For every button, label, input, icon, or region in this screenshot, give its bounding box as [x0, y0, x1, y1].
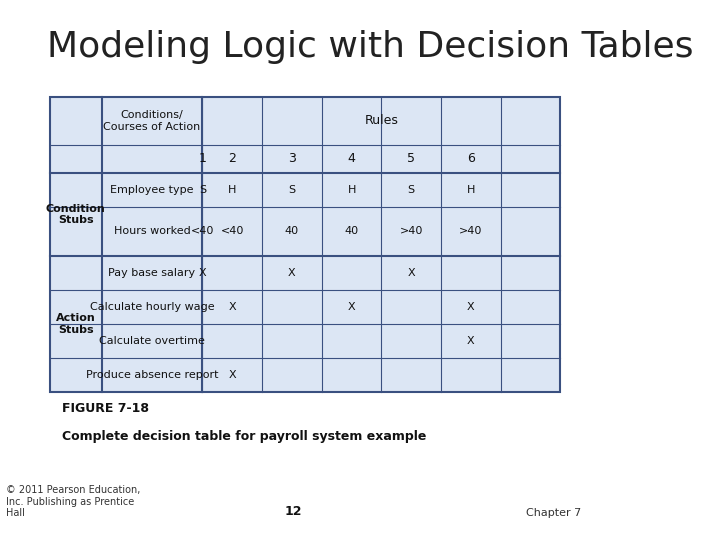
- Text: S: S: [199, 185, 206, 195]
- Text: Pay base salary: Pay base salary: [109, 268, 196, 278]
- Text: X: X: [228, 370, 236, 380]
- Text: 12: 12: [284, 505, 302, 518]
- Text: X: X: [348, 302, 356, 312]
- Text: >40: >40: [459, 226, 482, 237]
- Text: X: X: [288, 268, 296, 278]
- Text: Chapter 7: Chapter 7: [526, 508, 581, 518]
- Text: X: X: [467, 302, 474, 312]
- Text: © 2011 Pearson Education,
Inc. Publishing as Prentice
Hall: © 2011 Pearson Education, Inc. Publishin…: [6, 485, 140, 518]
- Text: S: S: [408, 185, 415, 195]
- Text: Complete decision table for payroll system example: Complete decision table for payroll syst…: [62, 430, 426, 443]
- Text: 6: 6: [467, 152, 475, 165]
- Text: Condition
Stubs: Condition Stubs: [46, 204, 106, 225]
- Text: X: X: [408, 268, 415, 278]
- Text: X: X: [467, 336, 474, 346]
- Text: H: H: [228, 185, 236, 195]
- Text: Calculate overtime: Calculate overtime: [99, 336, 205, 346]
- Text: 3: 3: [288, 152, 296, 165]
- Text: X: X: [199, 268, 206, 278]
- Text: Rules: Rules: [364, 114, 398, 127]
- Text: Modeling Logic with Decision Tables: Modeling Logic with Decision Tables: [47, 30, 693, 64]
- Text: S: S: [289, 185, 295, 195]
- Text: 2: 2: [228, 152, 236, 165]
- Text: 40: 40: [285, 226, 299, 237]
- Text: 4: 4: [348, 152, 356, 165]
- Text: <40: <40: [220, 226, 244, 237]
- Text: Employee type: Employee type: [110, 185, 194, 195]
- Text: FIGURE 7-18: FIGURE 7-18: [62, 402, 148, 415]
- FancyBboxPatch shape: [50, 97, 560, 392]
- Text: Conditions/
Courses of Action: Conditions/ Courses of Action: [104, 110, 201, 132]
- Text: Hours worked: Hours worked: [114, 226, 190, 237]
- Text: 1: 1: [199, 152, 207, 165]
- Text: Action
Stubs: Action Stubs: [56, 313, 96, 335]
- Text: <40: <40: [191, 226, 214, 237]
- Text: Calculate hourly wage: Calculate hourly wage: [90, 302, 215, 312]
- Text: Produce absence report: Produce absence report: [86, 370, 218, 380]
- Text: >40: >40: [400, 226, 423, 237]
- Text: X: X: [228, 302, 236, 312]
- Text: H: H: [467, 185, 475, 195]
- Text: 5: 5: [408, 152, 415, 165]
- Text: 40: 40: [345, 226, 359, 237]
- Text: H: H: [348, 185, 356, 195]
